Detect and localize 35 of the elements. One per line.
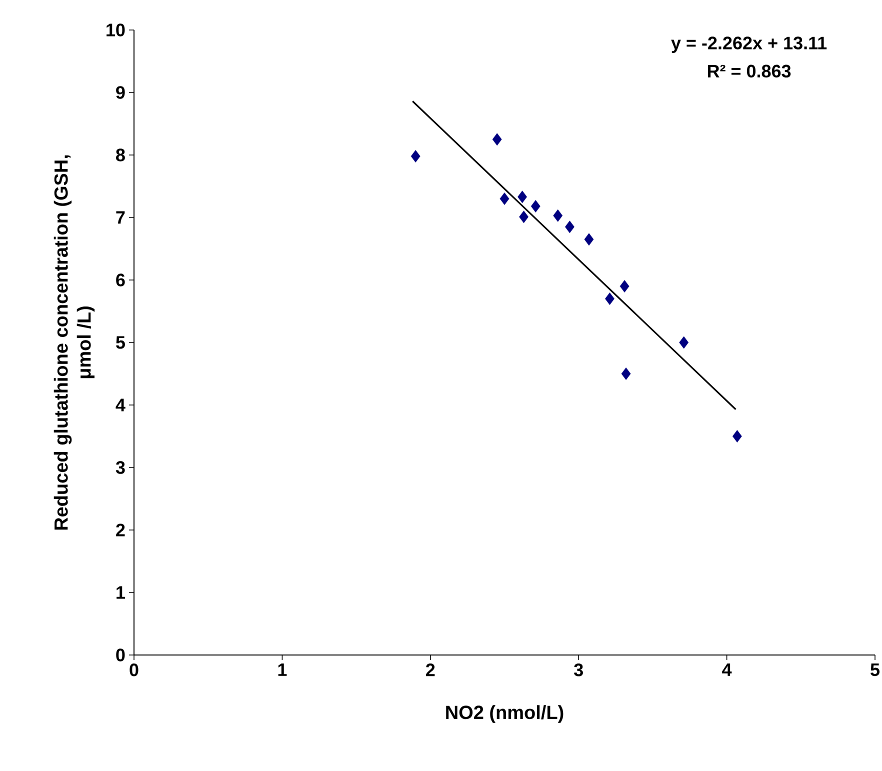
point [530, 200, 540, 212]
point [620, 280, 630, 292]
x-tick-label: 5 [870, 664, 880, 676]
y-tick-label: 3 [116, 461, 125, 474]
point [553, 209, 563, 222]
point [621, 368, 631, 380]
x-axis-title: NO2 (nmol/L) [446, 705, 564, 723]
y-axis-title: Reduced glutathione concentration (GSH, μmol /L) [54, 155, 95, 530]
y-tick-label: 9 [116, 86, 125, 99]
y-tick-label: 0 [116, 648, 125, 662]
x-tick-label: 2 [426, 664, 435, 676]
x-tick-label: 1 [278, 664, 287, 676]
annotation: R² = 0.863 [708, 64, 791, 78]
y-tick-label: 8 [116, 148, 125, 162]
x-tick-label: 3 [574, 664, 583, 676]
y-tick-label: 7 [116, 211, 125, 224]
annotation: y = -2.262x + 13.11 [671, 36, 827, 53]
x-tick-label: 0 [130, 664, 138, 676]
point [732, 430, 742, 442]
y-tick-label: 4 [116, 398, 126, 412]
y-tick-label: 5 [116, 336, 125, 349]
point [500, 192, 510, 205]
y-tick-label: 10 [106, 24, 125, 36]
y-tick-label: 2 [116, 524, 125, 536]
point [605, 292, 614, 305]
y-tick-label: 1 [116, 586, 125, 599]
point [679, 336, 689, 349]
point [584, 233, 594, 246]
point [410, 150, 420, 162]
x-tick-label: 4 [722, 664, 732, 676]
point [518, 190, 527, 204]
y-tick-label: 6 [116, 274, 125, 286]
point [519, 210, 528, 224]
point [492, 133, 502, 146]
point [565, 220, 574, 234]
